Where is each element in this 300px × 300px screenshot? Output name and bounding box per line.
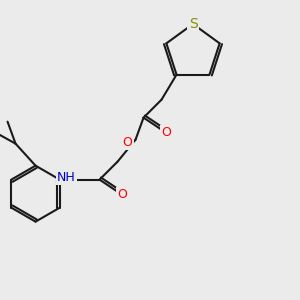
Text: S: S — [189, 17, 197, 31]
Text: NH: NH — [57, 171, 76, 184]
Text: O: O — [162, 126, 172, 139]
Text: O: O — [118, 188, 128, 201]
Text: O: O — [123, 136, 133, 149]
